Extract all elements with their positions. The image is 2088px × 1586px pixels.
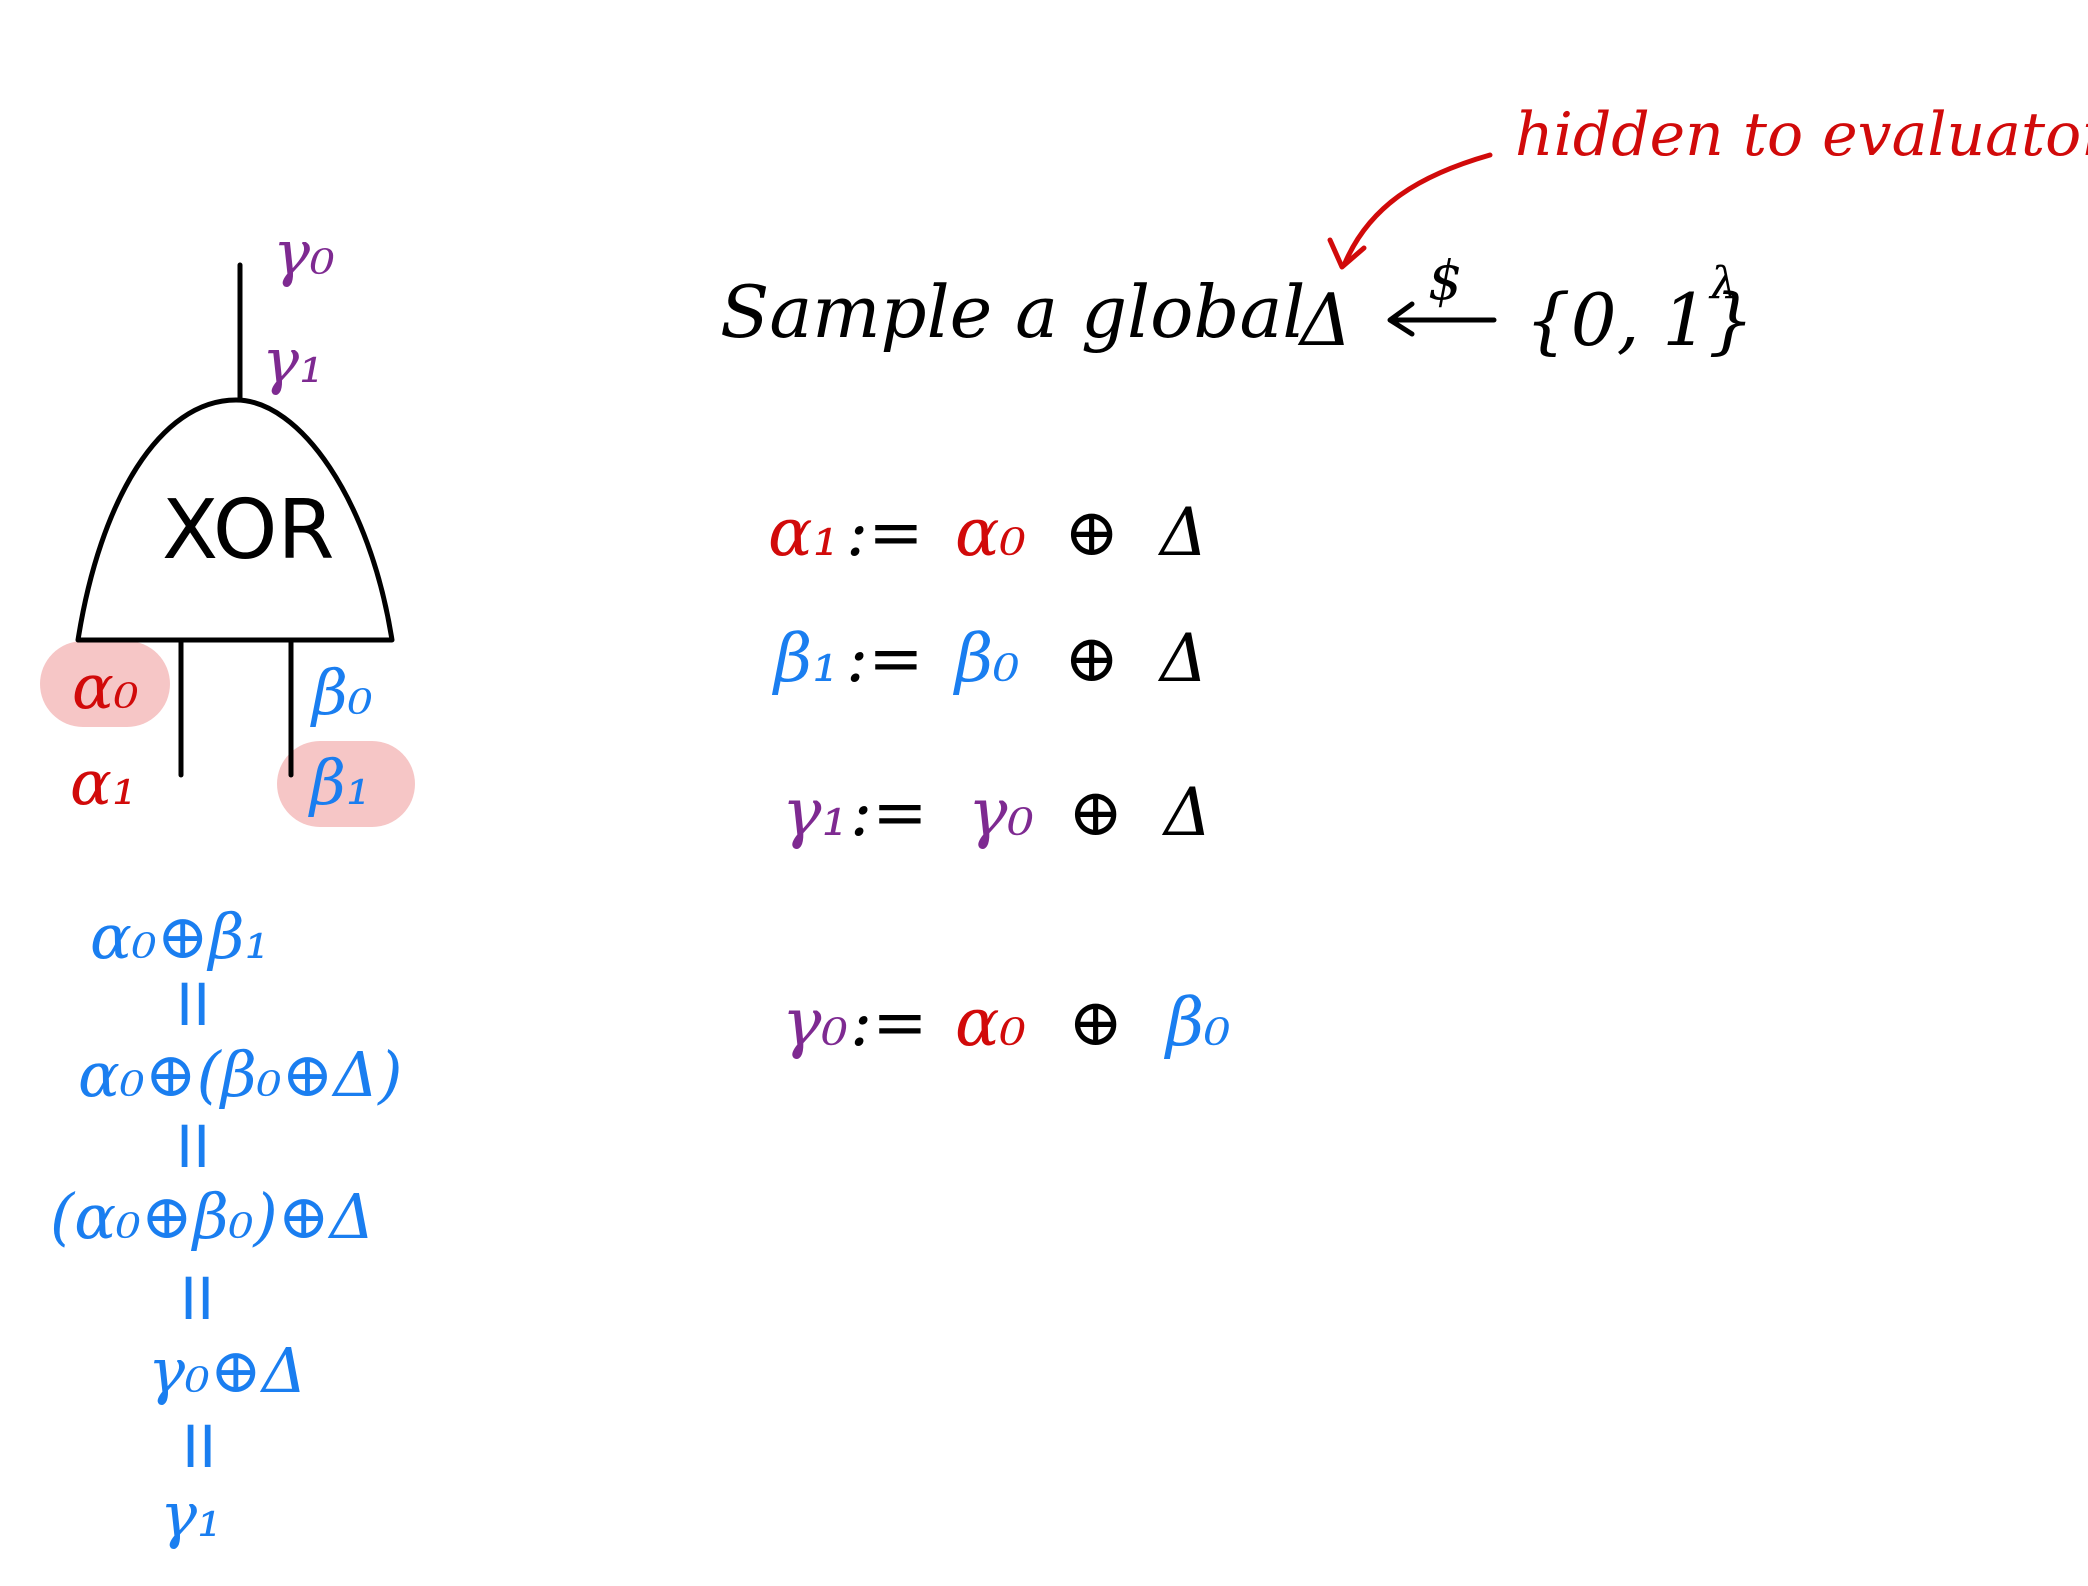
input-label-beta1: β₁ — [310, 746, 371, 819]
xor-gate-body — [75, 397, 395, 643]
eq1-a: α₀ — [955, 494, 1027, 571]
derivation-relation-4: II — [182, 1413, 217, 1481]
eq4-xor: ⊕ — [1068, 984, 1124, 1061]
derivation-line-3: (α₀⊕β₀)⊕Δ — [50, 1180, 375, 1253]
input-label-alpha1: α₁ — [70, 746, 137, 819]
eq3-b: Δ — [1164, 774, 1212, 851]
sample-delta: Δ — [1300, 278, 1352, 362]
eq1-lhs: α₁ — [768, 494, 840, 571]
eq1-op: := — [846, 494, 924, 571]
derivation-relation-1: II — [176, 971, 211, 1039]
sample-set: {0, 1} — [1525, 278, 1755, 362]
eq2-b: Δ — [1160, 620, 1208, 697]
eq2-a: β₀ — [955, 620, 1020, 697]
eq4-lhs: γ₀ — [782, 984, 848, 1061]
annotation-arrow-head — [1327, 237, 1367, 270]
derivation-line-5: γ₁ — [160, 1478, 222, 1551]
eq3-lhs: γ₁ — [782, 774, 848, 851]
eq4-a: α₀ — [955, 984, 1027, 1061]
eq3-xor: ⊕ — [1068, 774, 1124, 851]
input-label-alpha0: α₀ — [72, 650, 139, 723]
derivation-line-4: γ₀⊕Δ — [148, 1334, 307, 1407]
eq2-lhs: β₁ — [774, 620, 839, 697]
eq3-op: := — [850, 774, 928, 851]
beta1-highlight — [277, 741, 415, 827]
input-label-beta0: β₀ — [312, 656, 373, 729]
derivation-relation-3: II — [180, 1265, 215, 1333]
derivation-line-1: α₀⊕β₁ — [90, 900, 270, 973]
annotation-arrow-curve — [1342, 152, 1493, 266]
sample-arrow-head — [1387, 301, 1415, 337]
eq1-xor: ⊕ — [1064, 494, 1120, 571]
output-label-gamma1: γ₁ — [262, 324, 324, 397]
gate-label: XOR — [162, 483, 335, 578]
sample-dollar: $ — [1428, 249, 1463, 312]
alpha0-highlight — [40, 641, 170, 727]
eq2-xor: ⊕ — [1064, 620, 1120, 697]
eq1-b: Δ — [1160, 494, 1208, 571]
derivation-line-2: α₀⊕(β₀⊕Δ) — [78, 1038, 403, 1111]
sample-text: Sample a global — [720, 270, 1306, 354]
eq4-b: β₀ — [1166, 984, 1231, 1061]
hidden-annotation: hidden to evaluator — [1515, 100, 2088, 170]
sample-exponent: λ — [1710, 258, 1738, 309]
eq4-op: := — [850, 984, 928, 1061]
output-label-gamma0: γ₀ — [273, 216, 335, 289]
eq2-op: := — [846, 620, 924, 697]
eq3-a: γ₀ — [968, 774, 1034, 851]
derivation-relation-2: II — [176, 1113, 211, 1181]
